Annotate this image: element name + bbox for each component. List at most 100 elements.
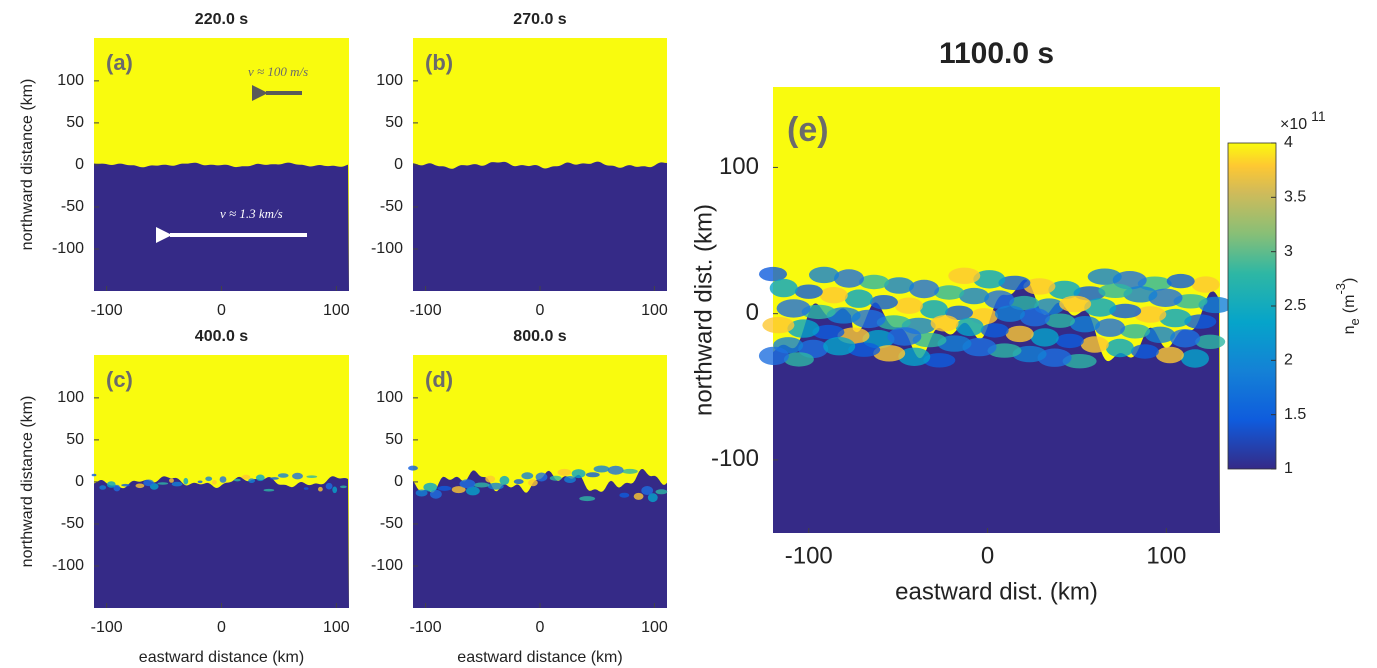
field-eddy — [1145, 326, 1176, 343]
y-tick-label: 100 — [376, 389, 403, 406]
field-eddy — [263, 488, 275, 492]
field-eddy — [415, 489, 428, 497]
panel-label: (b) — [425, 50, 453, 75]
field-eddy — [787, 319, 820, 338]
field-eddy — [473, 482, 490, 488]
colorbar-tick-label: 3 — [1284, 243, 1293, 260]
y-tick-label: 0 — [75, 156, 84, 173]
field-eddy — [212, 480, 217, 485]
x-tick-label: 0 — [217, 302, 226, 319]
field-eddy — [622, 468, 638, 474]
colorbar-tick-label: 3.5 — [1284, 189, 1306, 206]
field-eddy — [585, 472, 600, 478]
field-eddy — [99, 485, 107, 490]
field-eddy — [549, 475, 562, 481]
field-eddy — [655, 489, 668, 495]
colorbar-tick-label: 2 — [1284, 352, 1293, 369]
field-eddy — [135, 483, 145, 489]
field-eddy — [819, 287, 848, 304]
y-tick-label: 0 — [394, 156, 403, 173]
panel-label: (e) — [787, 111, 829, 149]
field-eddy — [930, 315, 959, 332]
field-eddy — [1195, 334, 1226, 349]
field-eddy — [564, 476, 576, 483]
field-eddy — [593, 465, 610, 473]
field-eddy — [823, 337, 856, 356]
y-tick-label: 0 — [746, 299, 759, 326]
colorbar-tick-label: 1.5 — [1284, 406, 1306, 423]
y-tick-label: -100 — [52, 557, 84, 574]
y-tick-label: -100 — [711, 445, 759, 472]
field-eddy — [923, 353, 956, 368]
field-eddy — [171, 481, 183, 487]
field-eddy — [121, 483, 130, 487]
colorbar-tick-label: 4 — [1284, 134, 1293, 151]
x-axis-label: eastward dist. (km) — [895, 578, 1098, 605]
field-eddy — [848, 342, 881, 357]
field-eddy — [869, 295, 898, 310]
colorbar — [1227, 142, 1277, 470]
panel-title: 270.0 s — [513, 11, 566, 28]
colorbar-tick-label: 2.5 — [1284, 297, 1306, 314]
field-eddy — [794, 284, 823, 299]
field-eddy — [106, 481, 116, 488]
x-tick-label: 0 — [536, 619, 545, 636]
field-eddy — [909, 279, 940, 299]
field-eddy — [776, 299, 811, 318]
field-eddy — [783, 352, 814, 367]
field-eddy — [1181, 349, 1209, 368]
x-tick-label: -100 — [91, 302, 123, 319]
y-tick-label: 100 — [376, 72, 403, 89]
field-eddy — [1159, 308, 1192, 328]
field-eddy — [859, 274, 889, 290]
x-tick-label: 0 — [981, 542, 994, 569]
field-eddy — [451, 486, 466, 494]
label-subscript: e — [1347, 318, 1362, 325]
y-axis-label: northward dist. (km) — [690, 204, 717, 416]
field-eddy — [513, 479, 524, 485]
field-eddy — [1048, 280, 1081, 300]
field-eddy — [647, 493, 658, 503]
field-eddy — [1070, 316, 1100, 333]
x-axis-label: eastward distance (km) — [457, 649, 622, 666]
field-eddy — [292, 472, 303, 480]
field-eddy — [241, 474, 251, 480]
field-eddy — [1109, 303, 1142, 319]
field-eddy — [528, 479, 538, 487]
x-tick-label: 100 — [323, 619, 350, 636]
panel-label: (a) — [106, 50, 133, 75]
field-eddy — [1084, 298, 1117, 317]
field-eddy — [157, 482, 169, 485]
x-tick-label: -100 — [410, 619, 442, 636]
field-eddy — [1059, 295, 1092, 313]
annotation: v ≈ 100 m/s — [248, 64, 308, 79]
y-tick-label: 50 — [385, 114, 403, 131]
field-eddy — [1134, 306, 1167, 323]
field-eddy — [437, 485, 452, 491]
field-eddy — [255, 474, 265, 482]
panel-label: (d) — [425, 367, 453, 392]
field-eddy — [919, 300, 948, 319]
field-eddy — [934, 285, 965, 300]
y-tick-label: -50 — [61, 198, 84, 215]
field-low — [94, 162, 349, 291]
panel-label: (c) — [106, 367, 133, 392]
multiplier-base: ×10 — [1280, 116, 1307, 133]
field-eddy — [1055, 333, 1084, 349]
y-tick-label: 0 — [394, 473, 403, 490]
field-eddy — [1130, 344, 1159, 359]
field-eddy — [332, 486, 338, 494]
field-eddy — [998, 275, 1031, 291]
field-eddy — [233, 478, 241, 482]
field-eddy — [423, 482, 438, 492]
field-eddy — [499, 475, 510, 485]
field-eddy — [641, 486, 654, 495]
field-eddy — [521, 472, 534, 480]
field-eddy — [535, 472, 548, 482]
field-eddy — [1098, 283, 1133, 298]
field-eddy — [884, 277, 915, 294]
y-tick-label: 100 — [57, 389, 84, 406]
field-eddy — [812, 324, 845, 340]
y-tick-label: -50 — [380, 198, 403, 215]
